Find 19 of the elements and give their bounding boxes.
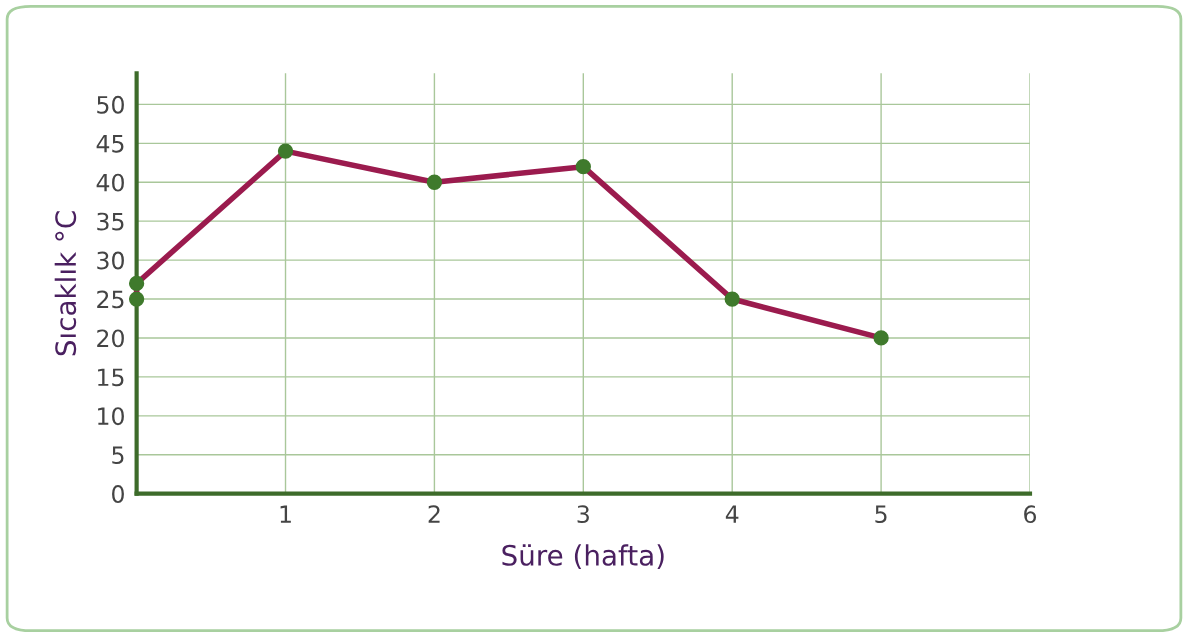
y-tick-label: 50: [97, 95, 124, 114]
x-tick-label: 5: [875, 505, 887, 524]
y-tick-label: 45: [96, 135, 124, 153]
y-tick-label: 35: [97, 212, 124, 231]
y-tick-label: 15: [98, 368, 124, 387]
y-tick-label: 40: [96, 173, 124, 192]
x-tick-label: 4: [725, 505, 739, 523]
x-tick-label: 3: [577, 505, 589, 524]
y-tick-label: 5: [112, 446, 124, 465]
x-tick-label: 2: [428, 505, 440, 523]
y-tick-label: 25: [97, 290, 124, 309]
x-tick-label: 1: [280, 505, 291, 523]
y-tick-label: 20: [97, 329, 124, 348]
y-tick-label: 10: [98, 407, 124, 426]
y-axis-title: Sıcaklık °C: [54, 211, 77, 356]
x-tick-label: 6: [1024, 505, 1037, 524]
y-tick-label: 30: [97, 251, 124, 270]
x-axis-title: Süre (hafta): [502, 544, 664, 570]
y-tick-label: 0: [112, 485, 124, 503]
